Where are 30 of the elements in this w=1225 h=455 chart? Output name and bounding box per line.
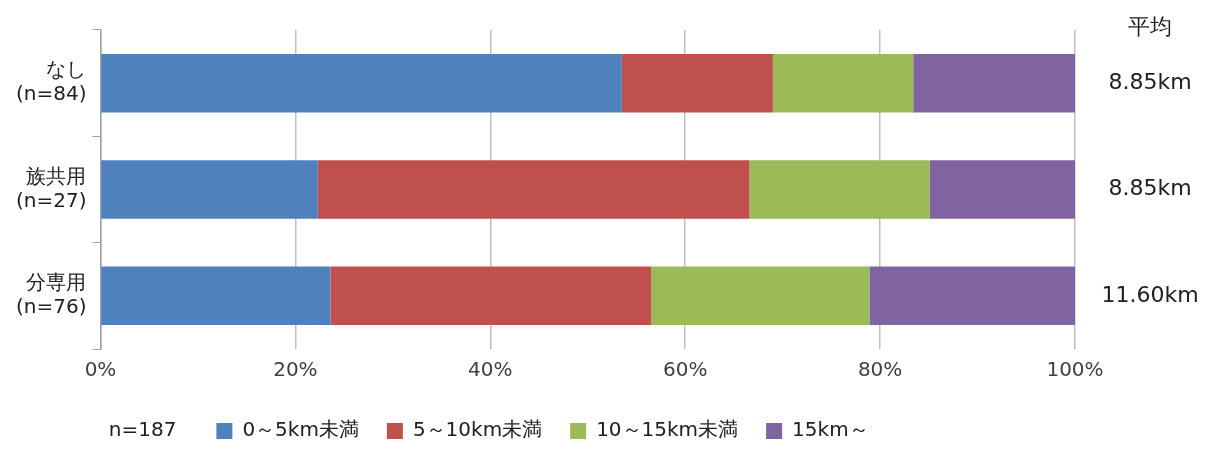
x-tick-label: 40%	[468, 357, 513, 382]
bar	[317, 160, 750, 219]
y-tick-label: 族共用 (n=27)	[15, 163, 87, 212]
bar	[869, 266, 1075, 326]
x-tick-label: 100%	[1046, 357, 1104, 382]
text: 8.85km	[1108, 175, 1192, 201]
legend-label: 10～15km未満	[596, 417, 739, 442]
text: 平均	[1128, 13, 1172, 39]
x-tick-label: 60%	[662, 357, 708, 382]
y-tick-label: 分専用 (n=76)	[15, 270, 87, 319]
legend-title: n=187	[108, 417, 177, 442]
bar	[101, 160, 318, 219]
bar	[913, 53, 1075, 113]
text: 11.60km	[1101, 281, 1199, 307]
legend-label: 15km～	[792, 417, 869, 442]
x-tick-label: 80%	[857, 357, 903, 382]
legend-label: 5～10km未満	[412, 417, 543, 442]
text: 8.85km	[1108, 68, 1192, 94]
x-tick-label: 0%	[84, 357, 117, 382]
bar	[101, 53, 622, 113]
x-tick-label: 20%	[273, 357, 318, 382]
legend-label: 0～5km未満	[242, 417, 359, 442]
bar	[621, 53, 773, 113]
bar	[749, 160, 930, 219]
bar	[651, 266, 870, 326]
bar	[772, 53, 914, 113]
bar	[929, 160, 1075, 219]
y-tick-label: なし (n=84)	[15, 57, 87, 106]
bar	[101, 266, 331, 326]
bar	[330, 266, 652, 326]
